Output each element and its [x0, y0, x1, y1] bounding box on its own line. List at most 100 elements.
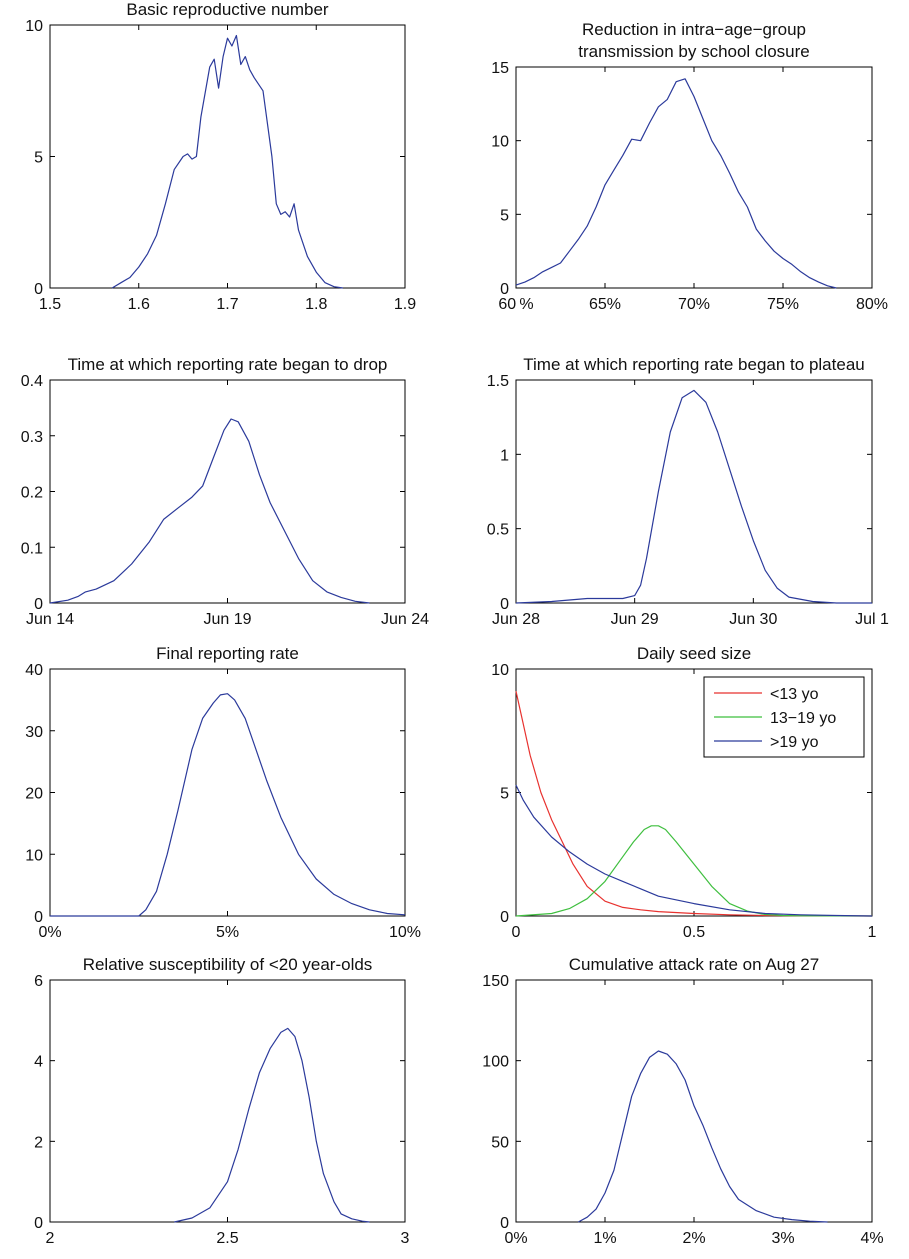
chart-title: Time at which reporting rate began to pl…: [523, 355, 864, 374]
y-tick-label: 2: [34, 1134, 43, 1151]
x-tick-label: 65%: [589, 296, 621, 313]
plot-frame: [515, 66, 873, 289]
chart-panel-1: Basic reproductive number 1.5 1.6 1.7 1.8 1.9…: [25, 0, 416, 313]
plot-frame: [49, 979, 406, 1223]
plot-frame: [49, 24, 406, 289]
x-tick-label: 0%: [38, 924, 61, 941]
series-line: [515, 389, 872, 604]
series-line: [515, 78, 837, 289]
y-tick-label: 10: [25, 18, 43, 35]
plot-frame: [49, 379, 406, 604]
y-tick-label: 0: [34, 1215, 43, 1232]
x-tick-label: 2.5: [216, 1230, 238, 1247]
x-tick-label: Jun 19: [203, 611, 251, 628]
x-tick-label: 80%: [856, 296, 888, 313]
x-tick-label: 1.5: [39, 296, 61, 313]
x-tick-label: 75%: [767, 296, 799, 313]
y-tick-label: 0: [500, 1215, 509, 1232]
y-tick-label: 0: [500, 596, 509, 613]
legend-label: 13−19 yo: [770, 710, 836, 727]
x-tick-label: 0: [512, 924, 521, 941]
x-tick-label: 0%: [504, 1230, 527, 1247]
x-tick-label: 0.5: [683, 924, 705, 941]
x-tick-label: 1.7: [216, 296, 238, 313]
chart-panel-5: Final reporting rate 0% 5% 10% 0 10 20 30 40: [25, 644, 421, 941]
y-tick-label: 0: [500, 281, 509, 298]
plot-frame: [515, 979, 873, 1223]
legend-label: <13 yo: [770, 686, 819, 703]
x-tick-label: 4%: [860, 1230, 883, 1247]
y-tick-label: 5: [34, 150, 43, 167]
x-tick-label: 1: [868, 924, 877, 941]
chart-title: Cumulative attack rate on Aug 27: [569, 955, 819, 974]
x-tick-label: 3%: [771, 1230, 794, 1247]
y-tick-label: 1.5: [487, 373, 509, 390]
chart-title: Basic reproductive number: [126, 0, 329, 19]
y-tick-label: 0.1: [21, 540, 43, 557]
chart-panel-4: Time at which reporting rate began to pl…: [487, 355, 889, 628]
y-tick-label: 20: [25, 786, 43, 803]
y-tick-label: 10: [25, 847, 43, 864]
series-line: [578, 1050, 828, 1223]
y-tick-label: 0.4: [21, 373, 43, 390]
y-tick-label: 100: [482, 1054, 509, 1071]
y-tick-label: 0: [34, 909, 43, 926]
y-tick-label: 50: [491, 1134, 509, 1151]
y-tick-label: 0: [500, 909, 509, 926]
x-tick-label: Jun 14: [26, 611, 74, 628]
chart-title: Daily seed size: [637, 644, 751, 663]
chart-panel-2: Reduction in intra−age−group transmission…: [491, 20, 888, 313]
y-tick-label: 10: [491, 134, 509, 151]
x-tick-label: 60 %: [498, 296, 533, 313]
y-tick-label: 10: [491, 662, 509, 679]
chart-title: Final reporting rate: [156, 644, 299, 663]
chart-title-line-1: Reduction in intra−age−group: [582, 20, 806, 39]
y-tick-label: 0.2: [21, 485, 43, 502]
plot-frame: [515, 379, 873, 604]
chart-panel-3: Time at which reporting rate began to dr…: [21, 355, 429, 628]
y-tick-label: 5: [500, 786, 509, 803]
x-tick-label: 1.6: [128, 296, 150, 313]
x-tick-label: Jun 29: [611, 611, 659, 628]
series-line: [49, 418, 370, 604]
x-tick-label: 70%: [678, 296, 710, 313]
series-line-2: [515, 825, 873, 917]
x-tick-label: 1.9: [394, 296, 416, 313]
chart-title-line-2: transmission by school closure: [578, 42, 809, 61]
x-tick-label: 2: [46, 1230, 55, 1247]
y-tick-label: 5: [500, 207, 509, 224]
y-tick-label: 6: [34, 973, 43, 990]
x-tick-label: 10%: [389, 924, 421, 941]
x-tick-label: 5%: [216, 924, 239, 941]
y-tick-label: 0.3: [21, 429, 43, 446]
y-tick-label: 0: [34, 281, 43, 298]
chart-title: Relative susceptibility of <20 year-olds: [83, 955, 373, 974]
y-tick-label: 30: [25, 724, 43, 741]
x-tick-label: 1%: [593, 1230, 616, 1247]
y-tick-label: 40: [25, 662, 43, 679]
x-tick-label: 2%: [682, 1230, 705, 1247]
series-line: [174, 1027, 370, 1223]
x-tick-label: Jul 1: [855, 611, 889, 628]
series-line-3: [515, 784, 873, 917]
x-tick-label: Jun 30: [729, 611, 777, 628]
series-line-1: [515, 691, 873, 917]
y-tick-label: 4: [34, 1054, 43, 1071]
chart-panel-8: Cumulative attack rate on Aug 27 0% 1% 2% 3%…: [482, 955, 883, 1247]
y-tick-label: 1: [500, 447, 509, 464]
series-line: [111, 34, 343, 289]
y-tick-label: 15: [491, 60, 509, 77]
y-tick-label: 0: [34, 596, 43, 613]
legend-label: >19 yo: [770, 734, 819, 751]
plot-frame: [49, 668, 406, 917]
x-tick-label: Jun 28: [492, 611, 540, 628]
y-tick-label: 150: [482, 973, 509, 990]
series-line: [50, 693, 406, 917]
x-tick-label: 3: [401, 1230, 410, 1247]
y-tick-label: 0.5: [487, 522, 509, 539]
x-tick-label: Jun 24: [381, 611, 429, 628]
x-tick-label: 1.8: [305, 296, 327, 313]
chart-title: Time at which reporting rate began to dr…: [68, 355, 388, 374]
